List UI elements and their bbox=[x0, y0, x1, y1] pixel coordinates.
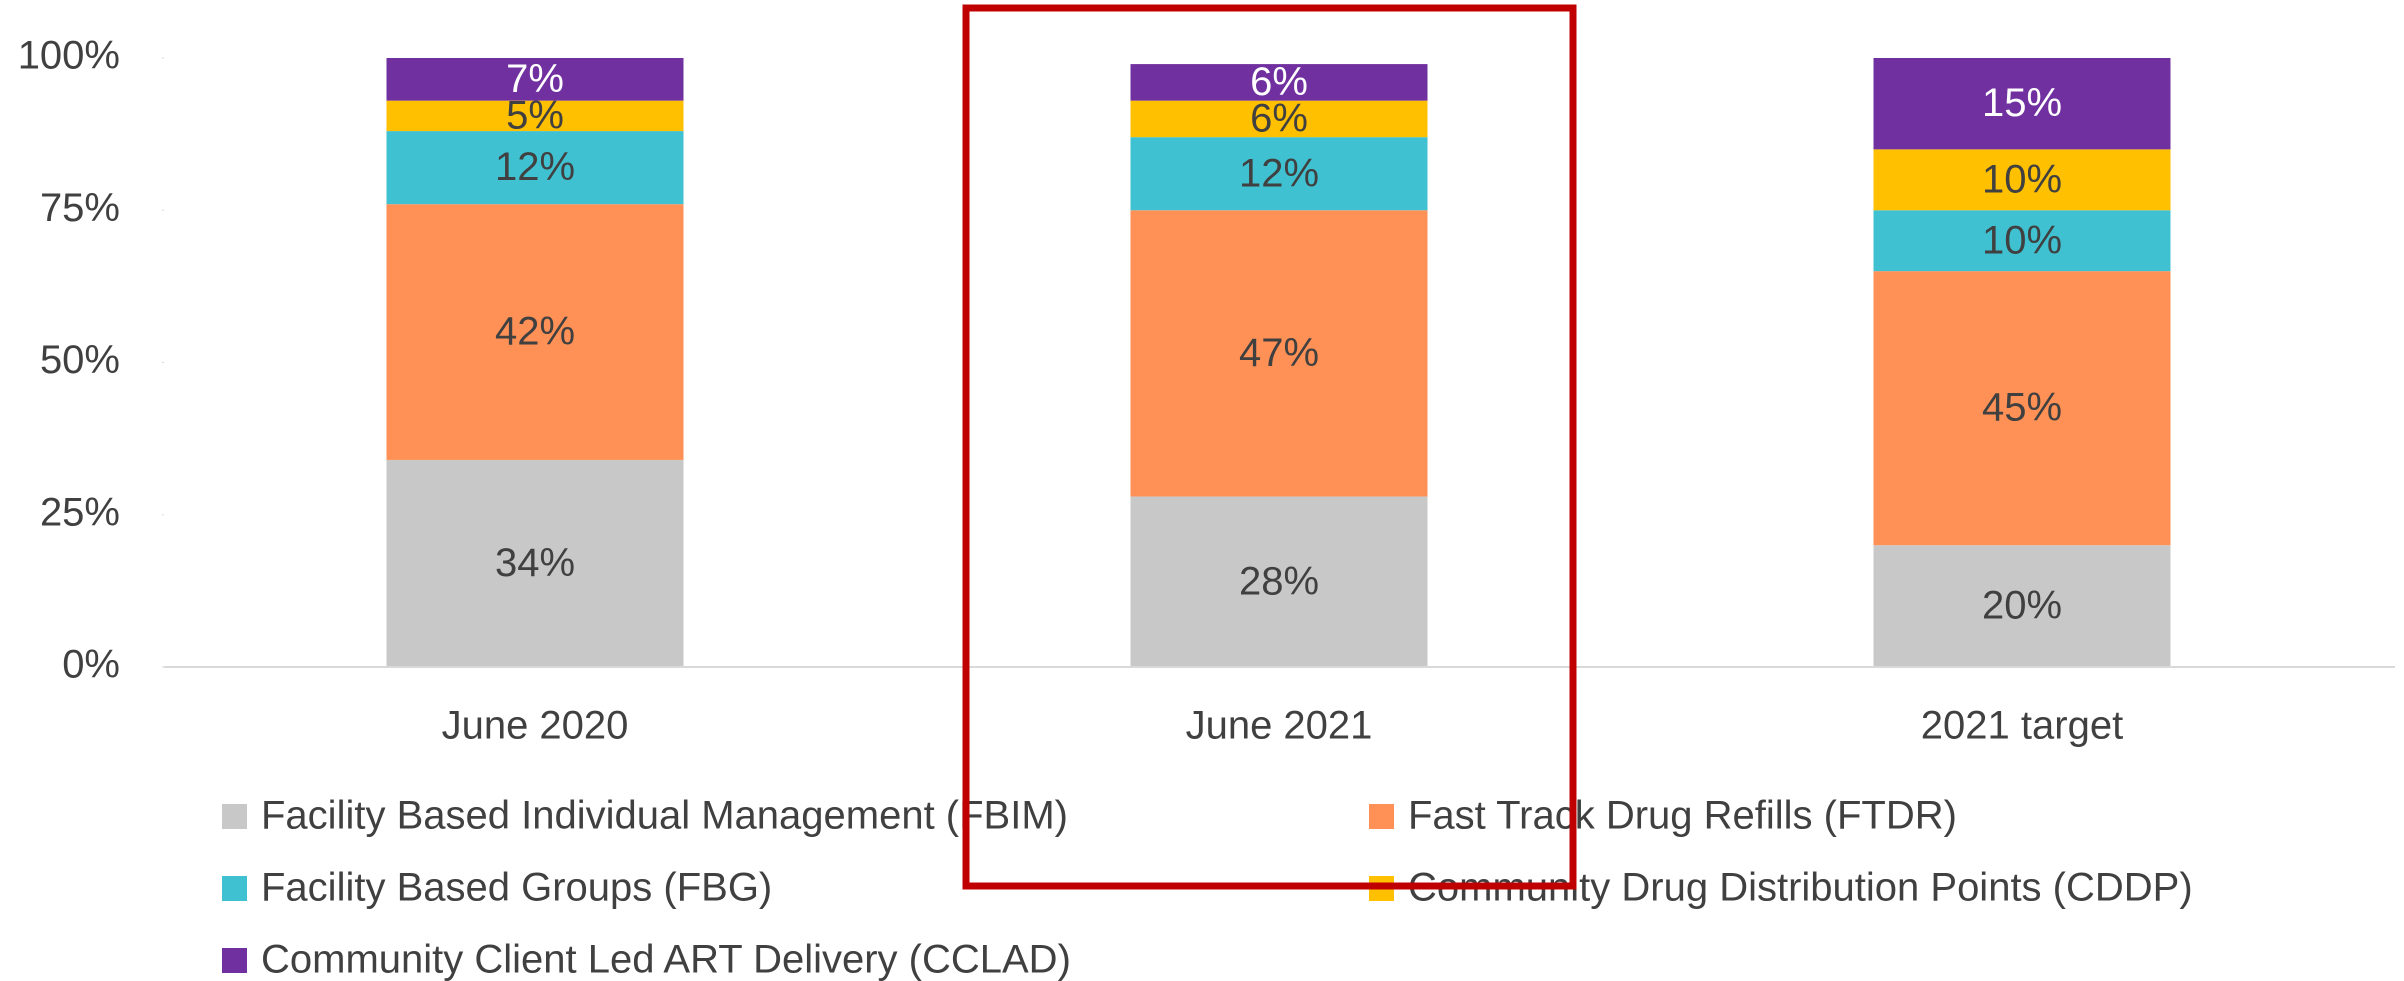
data-label: 45% bbox=[1982, 386, 2062, 430]
legend-label: Facility Based Individual Management (FB… bbox=[261, 794, 1068, 838]
bar-segment bbox=[1873, 271, 2171, 546]
bar-segment bbox=[1130, 137, 1428, 211]
bar-segment bbox=[1873, 58, 2171, 150]
bar-segment bbox=[1873, 545, 2171, 667]
data-label: 6% bbox=[1250, 96, 1308, 140]
bar-segment bbox=[1130, 210, 1428, 497]
legend-swatch bbox=[222, 948, 247, 973]
data-label: 20% bbox=[1982, 584, 2062, 628]
bar-segment bbox=[1873, 210, 2171, 272]
data-label: 7% bbox=[506, 57, 564, 101]
legend-label: Fast Track Drug Refills (FTDR) bbox=[1408, 794, 1957, 838]
legend-swatch bbox=[222, 804, 247, 829]
bar-segment bbox=[386, 100, 684, 132]
y-tick-label: 25% bbox=[40, 490, 120, 534]
bar-segment bbox=[386, 204, 684, 460]
data-label: 28% bbox=[1239, 559, 1319, 603]
legend-label: Community Client Led ART Delivery (CCLAD… bbox=[261, 938, 1071, 981]
x-tick-label: June 2021 bbox=[1186, 704, 1373, 748]
highlight-box bbox=[962, 4, 1577, 890]
bar-segment bbox=[386, 58, 684, 101]
data-label: 47% bbox=[1239, 331, 1319, 375]
x-tick-label: 2021 target bbox=[1921, 704, 2123, 748]
bar-segment bbox=[1130, 100, 1428, 138]
y-tick-label: 100% bbox=[18, 34, 120, 78]
bar-segment bbox=[386, 459, 684, 667]
bar-segment bbox=[1130, 496, 1428, 667]
y-tick-label: 50% bbox=[40, 338, 120, 382]
bar-segment bbox=[386, 131, 684, 205]
data-label: 12% bbox=[1239, 151, 1319, 195]
y-tick-label: 75% bbox=[40, 186, 120, 230]
y-tick-label: 0% bbox=[62, 643, 120, 687]
data-label: 10% bbox=[1982, 218, 2062, 262]
legend-label: Facility Based Groups (FBG) bbox=[261, 866, 772, 910]
data-label: 15% bbox=[1982, 81, 2062, 125]
legend-swatch bbox=[222, 876, 247, 901]
data-label: 10% bbox=[1982, 157, 2062, 201]
legend-swatch bbox=[1369, 804, 1394, 829]
bar-segment bbox=[1130, 64, 1428, 101]
bar-segment bbox=[1873, 149, 2171, 211]
data-label: 42% bbox=[495, 310, 575, 354]
data-label: 5% bbox=[506, 93, 564, 137]
x-tick-label: June 2020 bbox=[442, 704, 629, 748]
data-label: 6% bbox=[1250, 60, 1308, 104]
data-label: 12% bbox=[495, 145, 575, 189]
data-label: 34% bbox=[495, 541, 575, 585]
